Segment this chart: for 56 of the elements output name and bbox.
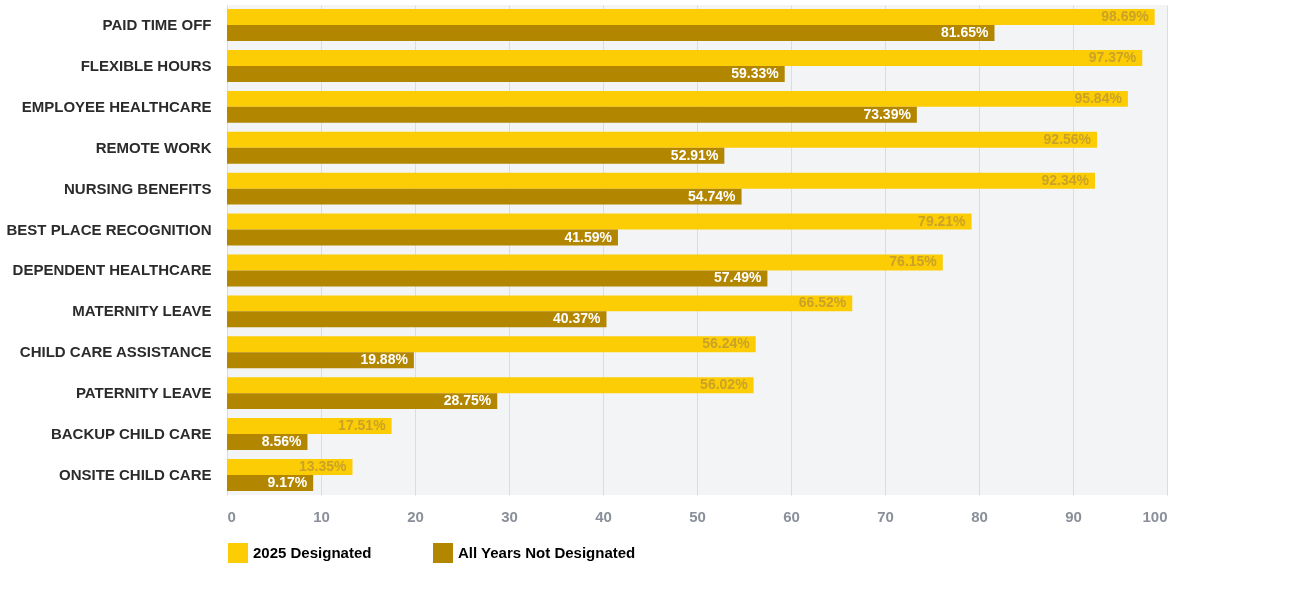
data-label: 28.75% [443,392,492,409]
bar [227,393,498,410]
bar [227,377,754,394]
bar [227,336,756,353]
x-tick-label: 40 [595,507,612,525]
data-label: 59.33% [731,64,780,81]
data-label: 40.37% [552,310,602,327]
y-tick-label: CHILD CARE ASSISTANCE [19,343,212,361]
bar [227,147,725,164]
data-label: 19.88% [360,351,409,368]
y-tick-label: DEPENDENT HEALTHCARE [12,261,212,279]
y-tick-label: FLEXIBLE HOURS [80,56,212,74]
bar [227,65,785,82]
bar [227,229,618,246]
x-tick-label: 0 [227,507,236,525]
x-tick-label: 90 [1065,507,1082,525]
data-label: 57.49% [713,269,762,286]
data-label: 8.56% [261,433,303,450]
bar [227,188,742,205]
legend-label: All Years Not Designated [458,544,636,561]
x-tick-label: 50 [689,507,706,525]
x-tick-label: 60 [783,507,800,525]
y-tick-label: PATERNITY LEAVE [75,384,212,402]
y-tick-label: NURSING BENEFITS [63,179,212,197]
y-tick-label: MATERNITY LEAVE [72,302,212,320]
bar [227,90,1128,107]
data-label: 54.74% [688,187,737,204]
data-label: 81.65% [941,24,990,41]
bar [227,106,917,123]
y-tick-label: BACKUP CHILD CARE [50,425,212,443]
data-label: 73.39% [863,105,912,122]
x-tick-label: 20 [407,507,424,525]
x-tick-label: 10 [313,507,330,525]
data-label: 41.59% [564,228,613,245]
y-tick-label: EMPLOYEE HEALTHCARE [21,97,212,115]
bar [227,9,1155,26]
x-tick-label: 70 [877,507,894,525]
bar [227,25,995,41]
bar [227,131,1098,148]
bar [227,295,853,312]
x-tick-label: 80 [971,507,988,525]
x-tick-label: 30 [501,507,518,525]
bar [227,270,768,287]
y-tick-label: PAID TIME OFF [102,16,212,34]
y-tick-label: ONSITE CHILD CARE [58,465,212,483]
legend-label: 2025 Designated [253,544,372,561]
bar [227,172,1095,189]
bar [227,311,607,328]
bar [227,213,972,230]
bar [227,49,1143,66]
x-tick-label: 100 [1142,507,1168,525]
y-tick-label: BEST PLACE RECOGNITION [6,220,212,238]
data-label: 52.91% [670,146,719,163]
bar [227,254,943,271]
data-label: 9.17% [267,473,308,490]
y-tick-label: REMOTE WORK [95,138,212,156]
